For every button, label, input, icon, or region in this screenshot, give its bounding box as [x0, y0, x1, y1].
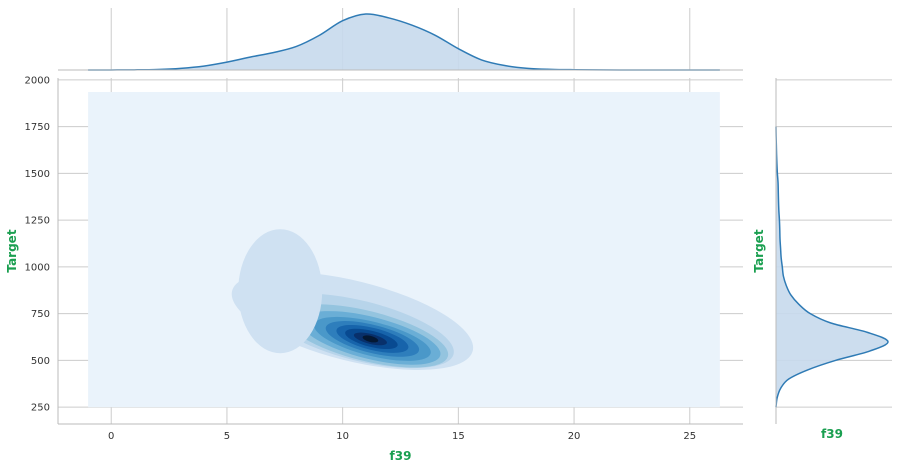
marginal-y-label: Target [752, 229, 766, 272]
y-axis-label: Target [5, 229, 19, 272]
kde-contour-level-10 [362, 335, 379, 343]
y-tick-label-0: 250 [31, 403, 50, 414]
x-tick-label-2: 10 [336, 431, 349, 442]
y-tick-label-4: 1250 [25, 216, 50, 227]
y-tick-label-3: 1000 [25, 262, 50, 273]
y-tick-label-2: 750 [31, 309, 50, 320]
x-axis-label: f39 [390, 449, 412, 463]
x-tick-label-3: 15 [452, 431, 465, 442]
y-tick-label-6: 1750 [25, 122, 50, 133]
y-tick-label-5: 1500 [25, 169, 50, 180]
marginal-y-density-line [775, 126, 889, 408]
x-tick-label-1: 5 [224, 431, 230, 442]
x-tick-label-5: 25 [683, 431, 696, 442]
marginal-x-label: f39 [821, 427, 843, 441]
y-tick-label-1: 500 [31, 356, 50, 367]
y-tick-label-7: 2000 [25, 75, 50, 86]
x-tick-label-0: 0 [108, 431, 114, 442]
x-tick-label-4: 20 [568, 431, 581, 442]
kde-contour-level-1-lobe [238, 229, 323, 354]
marginal-y-density-fill [776, 126, 889, 408]
marginal-x-density-fill [88, 13, 720, 71]
